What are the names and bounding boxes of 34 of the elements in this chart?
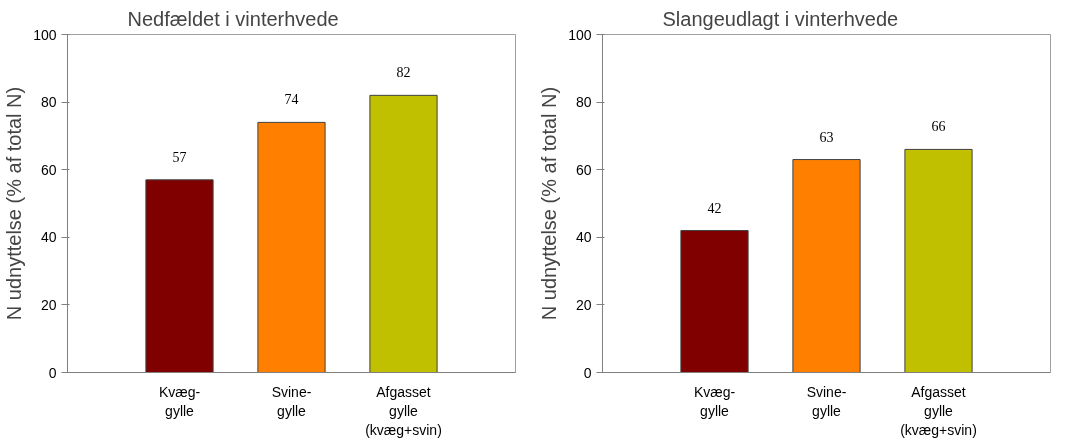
- x-tick-label: Kvæg- gylle: [158, 383, 201, 419]
- x-tick-label: Afgasset gylle (kvæg+svin): [900, 383, 977, 438]
- y-tick-label: 40: [575, 229, 592, 246]
- bar: [145, 179, 214, 373]
- y-tick-label: 60: [40, 161, 57, 178]
- data-label: 57: [172, 149, 187, 165]
- bar: [792, 159, 861, 373]
- chart-title: Nedfældet i vinterhvede: [127, 7, 339, 30]
- data-label: 63: [819, 129, 834, 145]
- data-label: 42: [707, 200, 722, 216]
- x-tick-label: Svine- gylle: [806, 383, 847, 419]
- bar: [680, 230, 749, 373]
- y-tick-label: 100: [568, 26, 592, 43]
- bar: [369, 94, 438, 373]
- x-tick-label: Kvæg- gylle: [693, 383, 736, 419]
- x-tick-label: Svine- gylle: [271, 383, 312, 419]
- y-tick-label: 0: [583, 364, 592, 381]
- y-axis-title: N udnyttelse (% af total N): [3, 86, 26, 321]
- x-tick-label: Afgasset gylle (kvæg+svin): [365, 383, 442, 438]
- y-tick-label: 20: [40, 296, 57, 313]
- y-tick-label: 100: [33, 26, 57, 43]
- y-tick-label: 60: [575, 161, 592, 178]
- y-tick-label: 20: [575, 296, 592, 313]
- y-tick-label: 0: [48, 364, 57, 381]
- data-label: 74: [284, 92, 299, 108]
- y-tick-label: 40: [40, 229, 57, 246]
- y-axis-title: N udnyttelse (% af total N): [538, 86, 561, 321]
- bar: [904, 148, 973, 373]
- y-tick-label: 80: [575, 94, 592, 111]
- bar: [257, 121, 326, 373]
- data-label: 66: [931, 119, 946, 135]
- data-label: 82: [396, 65, 411, 81]
- y-tick-label: 80: [40, 94, 57, 111]
- chart-title: Slangeudlagt i vinterhvede: [662, 7, 899, 30]
